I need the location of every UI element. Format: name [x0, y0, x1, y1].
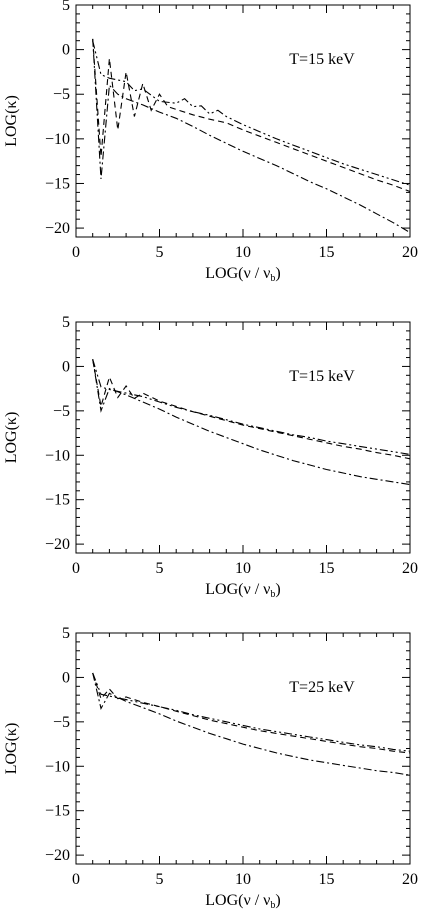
y-tick-label: −15 — [45, 803, 70, 820]
plot-frame — [75, 4, 411, 238]
x-tick-label: 5 — [156, 244, 164, 261]
series-line-dash — [92, 359, 411, 460]
y-tick-label: −15 — [45, 492, 70, 509]
x-tick-label: 15 — [319, 871, 335, 888]
series-line-dash-dot-dot — [92, 40, 411, 186]
x-tick-label: 15 — [319, 244, 335, 261]
y-tick-label: −10 — [45, 131, 70, 148]
series-line-dash-dot — [92, 38, 411, 233]
x-tick-label: 0 — [72, 560, 80, 577]
plot-frame — [75, 321, 411, 554]
temperature-annotation: T=15 keV — [289, 368, 355, 385]
chart-panel-1: 0 5 10 15 20 5 0 −5 −10 −15 −20 LOG(ν / νb) LOG(κ) T=… — [3, 0, 418, 284]
y-tick-label: −5 — [53, 714, 70, 731]
x-tick-label: 20 — [402, 244, 418, 261]
x-tick-label: 5 — [156, 560, 164, 577]
y-tick-label: 5 — [62, 314, 70, 331]
x-tick-label: 20 — [402, 560, 418, 577]
y-tick-label: −5 — [53, 403, 70, 420]
y-tick-label: −10 — [45, 758, 70, 775]
y-tick-label: −20 — [45, 220, 70, 237]
y-tick-label: −15 — [45, 175, 70, 192]
x-tick-label: 0 — [72, 244, 80, 261]
x-tick-label: 10 — [235, 244, 251, 261]
series-line-dash — [92, 38, 411, 193]
y-tick-label: 0 — [62, 42, 70, 59]
temperature-annotation: T=15 keV — [289, 51, 355, 68]
y-tick-label: 5 — [62, 0, 70, 14]
series-line-dash-dot — [92, 359, 411, 486]
x-tick-label: 20 — [402, 871, 418, 888]
chart-panel-3: 0 5 10 15 20 5 0 −5 −10 −15 −20 LOG(ν / νb) LOG(κ) T=… — [3, 625, 418, 911]
plot-frame — [75, 632, 411, 865]
x-axis-label: LOG(ν / νb) — [205, 265, 280, 284]
series-line-dash-dot — [92, 672, 411, 776]
y-axis-label: LOG(κ) — [3, 412, 20, 464]
x-tick-label: 0 — [72, 871, 80, 888]
x-tick-label: 15 — [319, 560, 335, 577]
series-line-dash-dot-dot — [92, 359, 411, 455]
y-tick-label: 5 — [62, 625, 70, 642]
chart-panel-2: 0 5 10 15 20 5 0 −5 −10 −15 −20 LOG(ν / νb) LOG(κ) T=… — [3, 314, 418, 600]
y-tick-label: −10 — [45, 447, 70, 464]
x-tick-label: 5 — [156, 871, 164, 888]
y-tick-label: 0 — [62, 358, 70, 375]
y-tick-label: −20 — [45, 536, 70, 553]
y-axis-label: LOG(κ) — [3, 723, 20, 775]
temperature-annotation: T=25 keV — [289, 679, 355, 696]
y-tick-label: 0 — [62, 669, 70, 686]
x-axis-label: LOG(ν / νb) — [205, 892, 280, 911]
series-line-dash — [92, 672, 411, 754]
y-axis-label: LOG(κ) — [3, 95, 20, 147]
series-line-dash-dot-dot — [92, 672, 411, 752]
y-tick-label: −5 — [53, 86, 70, 103]
y-tick-label: −20 — [45, 847, 70, 864]
x-axis-label: LOG(ν / νb) — [205, 581, 280, 600]
x-tick-label: 10 — [235, 560, 251, 577]
x-tick-label: 10 — [235, 871, 251, 888]
